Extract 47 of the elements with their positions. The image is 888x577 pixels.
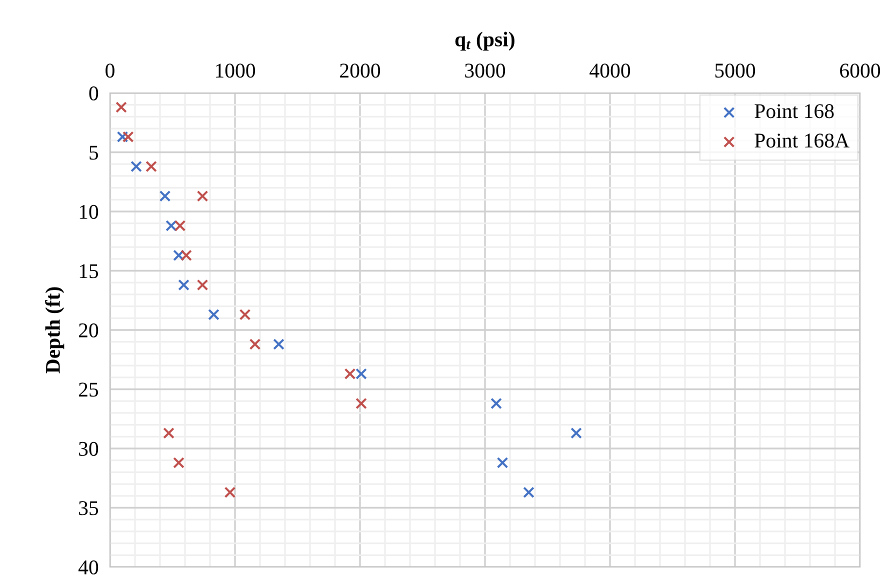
x-axis-title: q$_{t}$ (psi) <box>455 32 514 51</box>
x-tick-label: 4000 <box>590 64 630 78</box>
point <box>130 160 142 172</box>
point <box>116 131 128 143</box>
point <box>174 220 186 232</box>
point <box>356 368 367 380</box>
y-tick-label: 20 <box>78 323 98 338</box>
x-tick-label: 0 <box>106 64 114 78</box>
legend-label: Point 168A <box>754 134 850 148</box>
point <box>196 190 208 202</box>
point <box>146 160 157 172</box>
y-tick-label: 40 <box>78 560 98 574</box>
x-tick-label: 3000 <box>465 64 506 78</box>
point <box>173 250 184 262</box>
point <box>273 338 284 350</box>
point <box>166 220 177 232</box>
point <box>122 131 134 143</box>
y-tick-label: 10 <box>80 204 98 219</box>
point <box>249 338 261 350</box>
point <box>523 486 534 498</box>
point <box>159 190 171 202</box>
point <box>490 398 502 410</box>
point <box>196 279 208 291</box>
y-axis-title: Depth (ft) <box>45 287 64 374</box>
y-tick-label: 30 <box>79 442 98 456</box>
x-tick-label: 1000 <box>216 64 256 78</box>
y-tick-label: 5 <box>90 146 98 160</box>
point <box>344 368 356 380</box>
point <box>208 308 220 320</box>
point <box>116 102 127 113</box>
y-tick-label: 25 <box>78 382 98 397</box>
point <box>496 457 508 468</box>
x-tick-label: 5000 <box>715 64 756 78</box>
point <box>239 308 251 320</box>
point <box>163 427 174 439</box>
point <box>180 250 192 262</box>
point <box>173 457 184 468</box>
y-tick-label: 0 <box>89 86 98 100</box>
point <box>224 486 236 498</box>
point <box>356 398 367 410</box>
x-tick-label: 2000 <box>340 64 380 78</box>
point <box>178 279 190 291</box>
legend-label: Point 168 <box>754 104 834 118</box>
x-tick-label: 6000 <box>840 64 880 78</box>
point <box>570 427 582 439</box>
y-tick-label: 35 <box>79 501 98 516</box>
y-tick-label: 15 <box>80 264 98 278</box>
